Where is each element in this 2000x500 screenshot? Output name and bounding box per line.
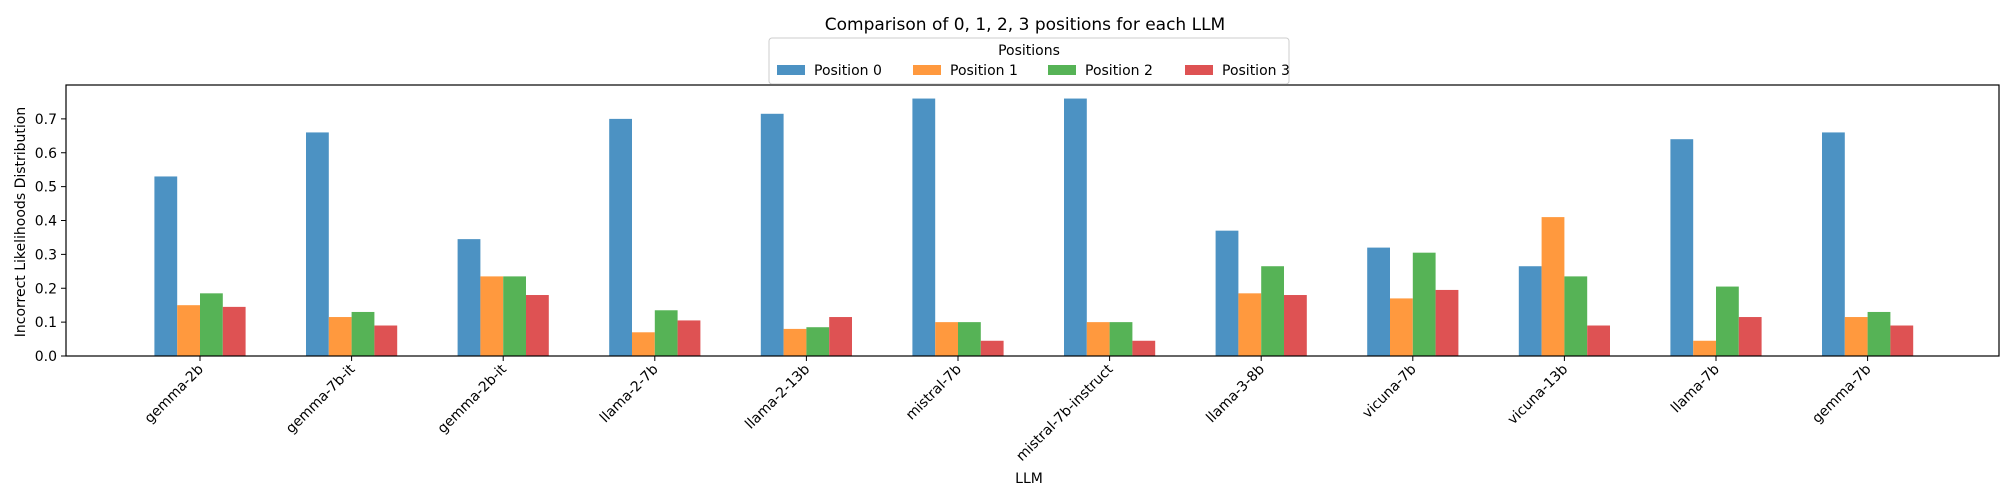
legend-swatch (1185, 65, 1213, 75)
bar-gemma-2b-position-0 (154, 176, 178, 356)
legend-title: Positions (998, 43, 1060, 59)
bar-llama-2-13b-position-0 (760, 113, 784, 356)
x-tick-label: mistral-7b (903, 361, 965, 423)
x-tick-label: llama-3-8b (1203, 361, 1268, 426)
bar-mistral-7b-position-2 (958, 322, 981, 357)
bar-llama-3-8b-position-3 (1284, 295, 1307, 356)
y-tick-label: 0.1 (35, 315, 57, 331)
bar-gemma-7b-position-0 (1822, 132, 1845, 356)
x-tick-label: gemma-7b-it (283, 361, 359, 437)
bar-mistral-7b-position-3 (980, 340, 1004, 356)
bar-llama-2-7b-position-1 (632, 332, 655, 356)
x-axis-title: LLM (1015, 471, 1043, 487)
x-axis: gemma-2b gemma-7b-it gemma-2b-it llama-2-7b… (142, 356, 1875, 465)
bar-gemma-2b-it-position-2 (503, 276, 526, 356)
bar-mistral-7b-instruct-position-1 (1086, 322, 1110, 357)
legend-label: Position 3 (1222, 63, 1290, 79)
legend-swatch (913, 65, 941, 75)
bar-llama-2-7b-position-3 (677, 320, 701, 356)
y-tick-label: 0.3 (35, 247, 57, 263)
bar-mistral-7b-instruct-position-2 (1109, 322, 1133, 357)
bar-vicuna-7b-position-3 (1435, 289, 1459, 356)
x-tick-label: gemma-2b-it (435, 361, 511, 437)
legend: Positions Position 0 Position 1 Position 2… (768, 37, 1290, 85)
bar-vicuna-13b-position-0 (1518, 266, 1542, 356)
y-tick-label: 0.0 (35, 349, 57, 365)
y-tick-label: 0.6 (35, 146, 57, 162)
x-tick-label: mistral-7b-instruct (1013, 361, 1116, 464)
y-tick-label: 0.5 (35, 180, 57, 196)
bar-llama-3-8b-position-2 (1261, 266, 1284, 356)
bar-mistral-7b-instruct-position-0 (1064, 98, 1087, 357)
bar-llama-2-7b-position-0 (609, 118, 632, 356)
bar-mistral-7b-instruct-position-3 (1132, 340, 1156, 356)
bar-vicuna-13b-position-3 (1587, 325, 1610, 356)
bar-llama-7b-position-3 (1738, 317, 1762, 356)
bar-gemma-7b-it-position-0 (306, 132, 329, 356)
bar-vicuna-7b-position-2 (1412, 252, 1436, 356)
x-tick-label: gemma-2b (142, 361, 207, 426)
y-axis: 0.0 0.1 0.2 0.3 0.4 0.5 0.6 0.7 (35, 112, 66, 365)
bar-gemma-2b-it-position-1 (480, 276, 504, 356)
bar-llama-7b-position-0 (1670, 139, 1694, 356)
bars-layer (154, 98, 1914, 357)
bar-gemma-2b-it-position-3 (526, 295, 549, 356)
bar-gemma-7b-position-3 (1890, 325, 1914, 356)
bar-llama-3-8b-position-1 (1238, 293, 1262, 356)
bar-gemma-7b-position-2 (1867, 311, 1891, 356)
bar-llama-7b-position-1 (1693, 340, 1716, 356)
y-tick-label: 0.4 (35, 214, 57, 230)
legend-swatch (1048, 65, 1076, 75)
x-tick-label: llama-7b (1668, 361, 1723, 416)
x-tick-label: vicuna-13b (1505, 361, 1572, 428)
bar-gemma-7b-it-position-3 (374, 325, 398, 356)
bar-vicuna-7b-position-1 (1390, 298, 1413, 356)
legend-label: Position 0 (814, 63, 882, 79)
bar-gemma-7b-it-position-1 (328, 317, 352, 356)
legend-label: Position 1 (950, 63, 1018, 79)
x-tick-label: llama-2-7b (597, 361, 662, 426)
bar-llama-2-13b-position-2 (806, 327, 830, 356)
bar-gemma-2b-it-position-0 (457, 239, 481, 356)
bar-llama-2-13b-position-3 (829, 317, 852, 356)
bar-vicuna-7b-position-0 (1367, 247, 1390, 356)
x-tick-label: vicuna-7b (1359, 361, 1419, 421)
legend-items: Position 0 Position 1 Position 2 Position 3 (777, 63, 1290, 79)
bar-vicuna-13b-position-1 (1541, 217, 1565, 356)
bar-vicuna-13b-position-2 (1564, 276, 1588, 356)
bar-gemma-2b-position-1 (177, 305, 200, 356)
bar-mistral-7b-position-0 (912, 98, 936, 357)
legend-swatch (777, 65, 805, 75)
y-axis-title: Incorrect Likelihoods Distribution (13, 107, 29, 337)
bar-gemma-2b-position-3 (222, 306, 246, 356)
legend-label: Position 2 (1085, 63, 1153, 79)
bar-gemma-7b-position-1 (1844, 317, 1868, 356)
bar-gemma-2b-position-2 (200, 293, 223, 356)
bar-llama-3-8b-position-0 (1215, 230, 1239, 356)
bar-llama-7b-position-2 (1716, 286, 1739, 356)
bar-llama-2-13b-position-1 (783, 328, 807, 356)
bar-mistral-7b-position-1 (935, 322, 958, 357)
bar-gemma-7b-it-position-2 (351, 311, 375, 356)
bar-llama-2-7b-position-2 (654, 310, 678, 356)
chart-title: Comparison of 0, 1, 2, 3 positions for e… (825, 15, 1225, 35)
x-tick-label: gemma-7b (1809, 361, 1874, 426)
y-tick-label: 0.2 (35, 281, 57, 297)
x-tick-label: llama-2-13b (742, 361, 813, 432)
legend-box (768, 37, 1290, 85)
y-tick-label: 0.7 (35, 112, 57, 128)
